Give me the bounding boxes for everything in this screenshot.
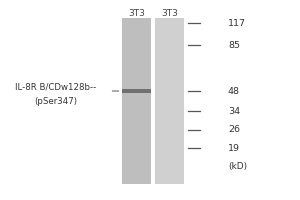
Text: 3T3: 3T3 [161,8,178,18]
Text: 48: 48 [228,87,240,96]
Text: 85: 85 [228,40,240,49]
Bar [155,18,184,184]
Text: (kD): (kD) [228,162,247,171]
Text: 19: 19 [228,144,240,153]
Text: 26: 26 [228,125,240,134]
Bar [122,89,151,93]
Text: 34: 34 [228,107,240,116]
Bar [122,18,151,184]
Text: IL-8R B/CDw128b--: IL-8R B/CDw128b-- [15,83,96,92]
Text: (pSer347): (pSer347) [34,98,77,106]
Text: 3T3: 3T3 [128,8,145,18]
Text: 117: 117 [228,19,246,27]
